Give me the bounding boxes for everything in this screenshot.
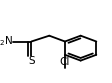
Text: Cl: Cl xyxy=(60,57,70,67)
Text: H$_2$N: H$_2$N xyxy=(0,35,13,48)
Text: S: S xyxy=(28,56,35,66)
